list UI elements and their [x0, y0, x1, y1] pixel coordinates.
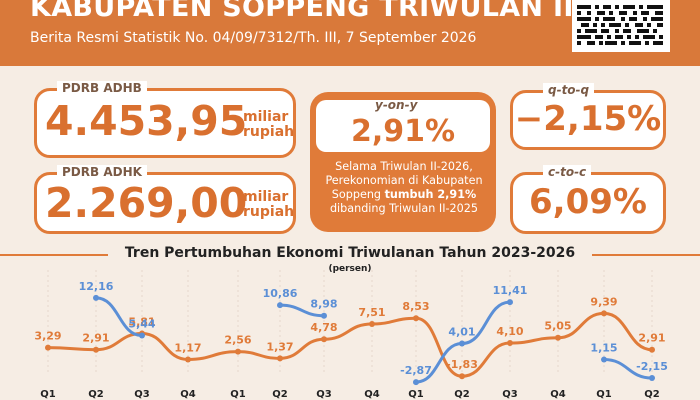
- data-label: 8,53: [402, 300, 429, 313]
- page-subtitle: Berita Resmi Statistik No. 04/09/7312/Th…: [30, 30, 477, 46]
- data-label: 1,15: [590, 342, 617, 355]
- x-tick-label: Q2: [272, 389, 288, 400]
- pdrb-adhb-card: PDRB ADHB 4.453,95 miliar rupiah: [34, 81, 296, 158]
- data-label: 10,86: [263, 287, 298, 300]
- x-tick-label: Q4: [364, 389, 380, 400]
- data-label: 4,01: [448, 326, 475, 339]
- yoy-value-box: y-on-y 2,91%: [316, 98, 490, 152]
- data-point: [93, 294, 99, 301]
- data-point: [139, 332, 145, 339]
- ctoc-value: 6,09%: [529, 182, 647, 222]
- data-label: 8,98: [310, 298, 337, 311]
- header-banner: KABUPATEN SOPPENG TRIWULAN II-2026 Berit…: [0, 0, 700, 66]
- ctoc-label: c-to-c: [543, 165, 592, 179]
- x-tick-label: Q4: [550, 389, 566, 400]
- data-point: [507, 340, 513, 347]
- qtoq-card: q-to-q −2,15%: [510, 83, 666, 150]
- qtoq-label: q-to-q: [543, 83, 595, 97]
- series-line-2: [279, 303, 325, 318]
- data-label: 5,44: [128, 318, 155, 331]
- data-label: 4,78: [310, 321, 337, 334]
- page-title: KABUPATEN SOPPENG TRIWULAN II-2026: [30, 0, 662, 23]
- data-point: [185, 356, 191, 363]
- data-point: [459, 340, 465, 347]
- data-label: 2,56: [224, 334, 251, 347]
- x-tick-label: Q2: [644, 389, 660, 400]
- data-point: [649, 346, 655, 353]
- data-point: [413, 315, 419, 322]
- data-label: 4,10: [496, 325, 523, 338]
- x-tick-label: Q1: [230, 389, 246, 400]
- data-label: 9,39: [590, 295, 617, 308]
- ctoc-card: c-to-c 6,09%: [510, 165, 666, 234]
- x-tick-label: Q1: [40, 389, 56, 400]
- data-label: 12,16: [79, 280, 114, 293]
- data-label: -1,83: [446, 358, 478, 371]
- x-tick-label: Q1: [596, 389, 612, 400]
- data-label: 1,37: [266, 340, 293, 353]
- growth-trend-chart: 3,29 2,91 5,81 1,17 2,56 1,37 4,78 7,51 8,53 -1,8…: [34, 270, 668, 400]
- qr-code[interactable]: [572, 0, 670, 52]
- data-point: [45, 344, 51, 351]
- x-tick-label: Q4: [180, 389, 196, 400]
- data-point: [369, 320, 375, 327]
- x-tick-label: Q1: [408, 389, 424, 400]
- pdrb-adhk-label: PDRB ADHK: [57, 165, 147, 179]
- data-label: 1,17: [174, 341, 201, 354]
- data-point: [459, 373, 465, 380]
- data-point: [321, 336, 327, 343]
- data-label: 5,81: [128, 315, 155, 328]
- pdrb-adhb-label: PDRB ADHB: [57, 81, 147, 95]
- qr-code-icon: [575, 3, 667, 49]
- data-label: 3,29: [34, 330, 61, 343]
- pdrb-adhk-value: 2.269,00: [45, 179, 248, 227]
- yoy-card: y-on-y 2,91% Selama Triwulan II-2026, Pe…: [310, 92, 496, 232]
- data-point: [93, 346, 99, 353]
- yoy-value: 2,91%: [350, 114, 456, 149]
- x-tick-label: Q3: [502, 389, 518, 400]
- pdrb-adhk-card: PDRB ADHK 2.269,00 miliar rupiah: [34, 165, 296, 234]
- data-label: 2,91: [638, 332, 665, 345]
- data-point: [277, 355, 283, 362]
- data-label: 7,51: [358, 306, 385, 319]
- data-point: [507, 299, 513, 306]
- chart-unit: (persen): [328, 264, 372, 274]
- qtoq-value: −2,15%: [514, 99, 662, 139]
- chart-title-rule-left: [0, 254, 108, 256]
- pdrb-adhb-unit: miliar rupiah: [243, 109, 295, 140]
- data-point: [555, 334, 561, 341]
- chart-title-rule-right: [592, 254, 700, 256]
- data-point: [601, 356, 607, 363]
- yoy-note: Selama Triwulan II-2026, Perekonomian di…: [325, 160, 483, 215]
- data-label: 5,05: [544, 320, 571, 333]
- data-point: [649, 375, 655, 382]
- data-point: [321, 312, 327, 319]
- pdrb-adhb-value: 4.453,95: [45, 97, 248, 145]
- x-tick-label: Q3: [316, 389, 332, 400]
- yoy-label: y-on-y: [375, 98, 418, 112]
- x-tick-label: Q2: [454, 389, 470, 400]
- data-point: [235, 348, 241, 355]
- data-point: [413, 379, 419, 386]
- x-tick-label: Q3: [134, 389, 150, 400]
- data-label: -2,15: [636, 360, 668, 373]
- pdrb-adhk-unit: miliar rupiah: [243, 189, 295, 220]
- x-tick-label: Q2: [88, 389, 104, 400]
- data-point: [601, 310, 607, 317]
- data-label: 11,41: [493, 284, 528, 297]
- data-point: [277, 302, 283, 309]
- data-label: -2,87: [400, 364, 432, 377]
- data-label: 2,91: [82, 332, 109, 345]
- series-line-2: [95, 296, 143, 338]
- series-line-2: [603, 358, 653, 380]
- chart-title: Tren Pertumbuhan Ekonomi Triwulanan Tahu…: [124, 245, 576, 261]
